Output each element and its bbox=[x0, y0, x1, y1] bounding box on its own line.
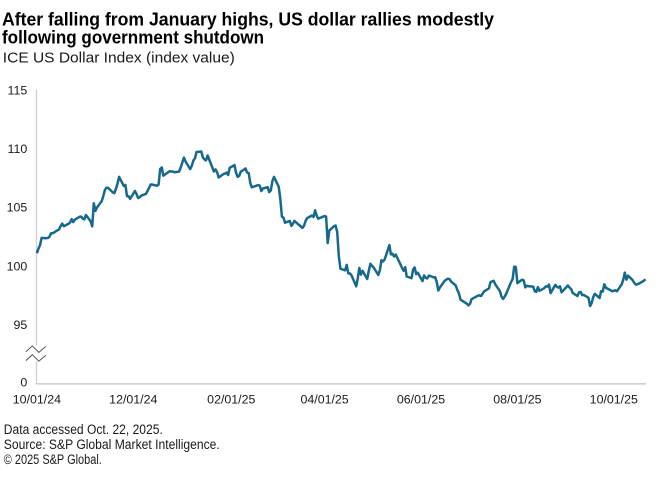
svg-text:10/01/24: 10/01/24 bbox=[13, 393, 61, 407]
svg-text:10/01/25: 10/01/25 bbox=[590, 393, 638, 407]
svg-text:06/01/25: 06/01/25 bbox=[397, 393, 445, 407]
svg-text:115: 115 bbox=[8, 83, 28, 97]
svg-text:Data accessed Oct. 22, 2025.: Data accessed Oct. 22, 2025. bbox=[4, 422, 163, 437]
svg-text:following government shutdown: following government shutdown bbox=[2, 28, 264, 48]
svg-text:Source: S&P Global Market Inte: Source: S&P Global Market Intelligence. bbox=[4, 437, 220, 452]
svg-text:95: 95 bbox=[14, 318, 28, 332]
svg-text:100: 100 bbox=[7, 259, 28, 273]
svg-text:04/01/25: 04/01/25 bbox=[300, 393, 348, 407]
svg-text:08/01/25: 08/01/25 bbox=[493, 393, 541, 407]
svg-text:© 2025 S&P Global.: © 2025 S&P Global. bbox=[4, 452, 102, 467]
svg-text:0: 0 bbox=[20, 376, 27, 390]
svg-text:ICE US Dollar Index (index val: ICE US Dollar Index (index value) bbox=[3, 50, 235, 66]
svg-text:02/01/25: 02/01/25 bbox=[207, 393, 255, 407]
svg-text:12/01/24: 12/01/24 bbox=[109, 393, 157, 407]
svg-text:105: 105 bbox=[7, 201, 28, 215]
svg-text:110: 110 bbox=[8, 142, 28, 156]
svg-text:After falling from January hig: After falling from January highs, US dol… bbox=[2, 10, 495, 30]
